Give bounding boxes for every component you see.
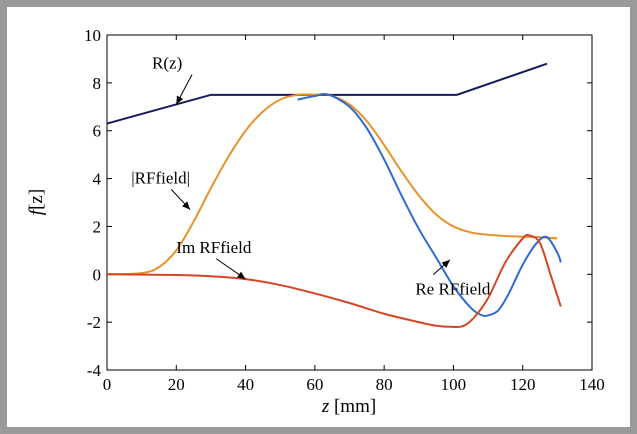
x-tick-label: 100 bbox=[441, 375, 467, 394]
series-line-im-rffield bbox=[106, 233, 562, 328]
annotations: R(z) |RFfield| Im RFfield Re RFfield bbox=[131, 54, 491, 299]
y-tick-label: 2 bbox=[93, 217, 102, 236]
x-tick-label: 120 bbox=[510, 375, 536, 394]
annotation-arrowhead bbox=[176, 95, 184, 105]
annotation-label: |RFfield| bbox=[131, 168, 190, 187]
annotation-label: R(z) bbox=[152, 54, 182, 73]
x-tick-label: 60 bbox=[306, 375, 323, 394]
annotation-arrowhead bbox=[237, 271, 246, 280]
annotation-arrowhead bbox=[182, 201, 191, 210]
x-tick-label: 0 bbox=[103, 375, 112, 394]
plot-area bbox=[106, 34, 593, 371]
x-tick-label: 40 bbox=[237, 375, 254, 394]
annotation-arrowhead bbox=[441, 259, 450, 268]
annotation-label: Re RFfield bbox=[415, 280, 491, 299]
series-line-re-rffield bbox=[297, 93, 562, 317]
y-tick-label: 4 bbox=[93, 170, 102, 189]
x-axis-label: z [mm] bbox=[321, 396, 376, 417]
y-tick-label: 10 bbox=[84, 26, 101, 45]
y-tick-label: 0 bbox=[93, 265, 102, 284]
series-lines bbox=[106, 62, 562, 328]
y-tick-label: -2 bbox=[87, 313, 101, 332]
y-axis-label: f[z] bbox=[26, 189, 47, 215]
x-tick-label: 80 bbox=[376, 375, 393, 394]
y-tick-label: -4 bbox=[87, 361, 102, 380]
axis-ticks: 0 20 40 60 80 100 120 140 -4 -2 0 2 4 6 8 10 bbox=[84, 26, 605, 394]
annotation-label: Im RFfield bbox=[176, 238, 252, 257]
y-tick-label: 8 bbox=[93, 74, 102, 93]
x-tick-label: 20 bbox=[168, 375, 185, 394]
y-tick-label: 6 bbox=[93, 122, 102, 141]
x-tick-label: 140 bbox=[579, 375, 605, 394]
series-line-r-z bbox=[106, 62, 548, 125]
